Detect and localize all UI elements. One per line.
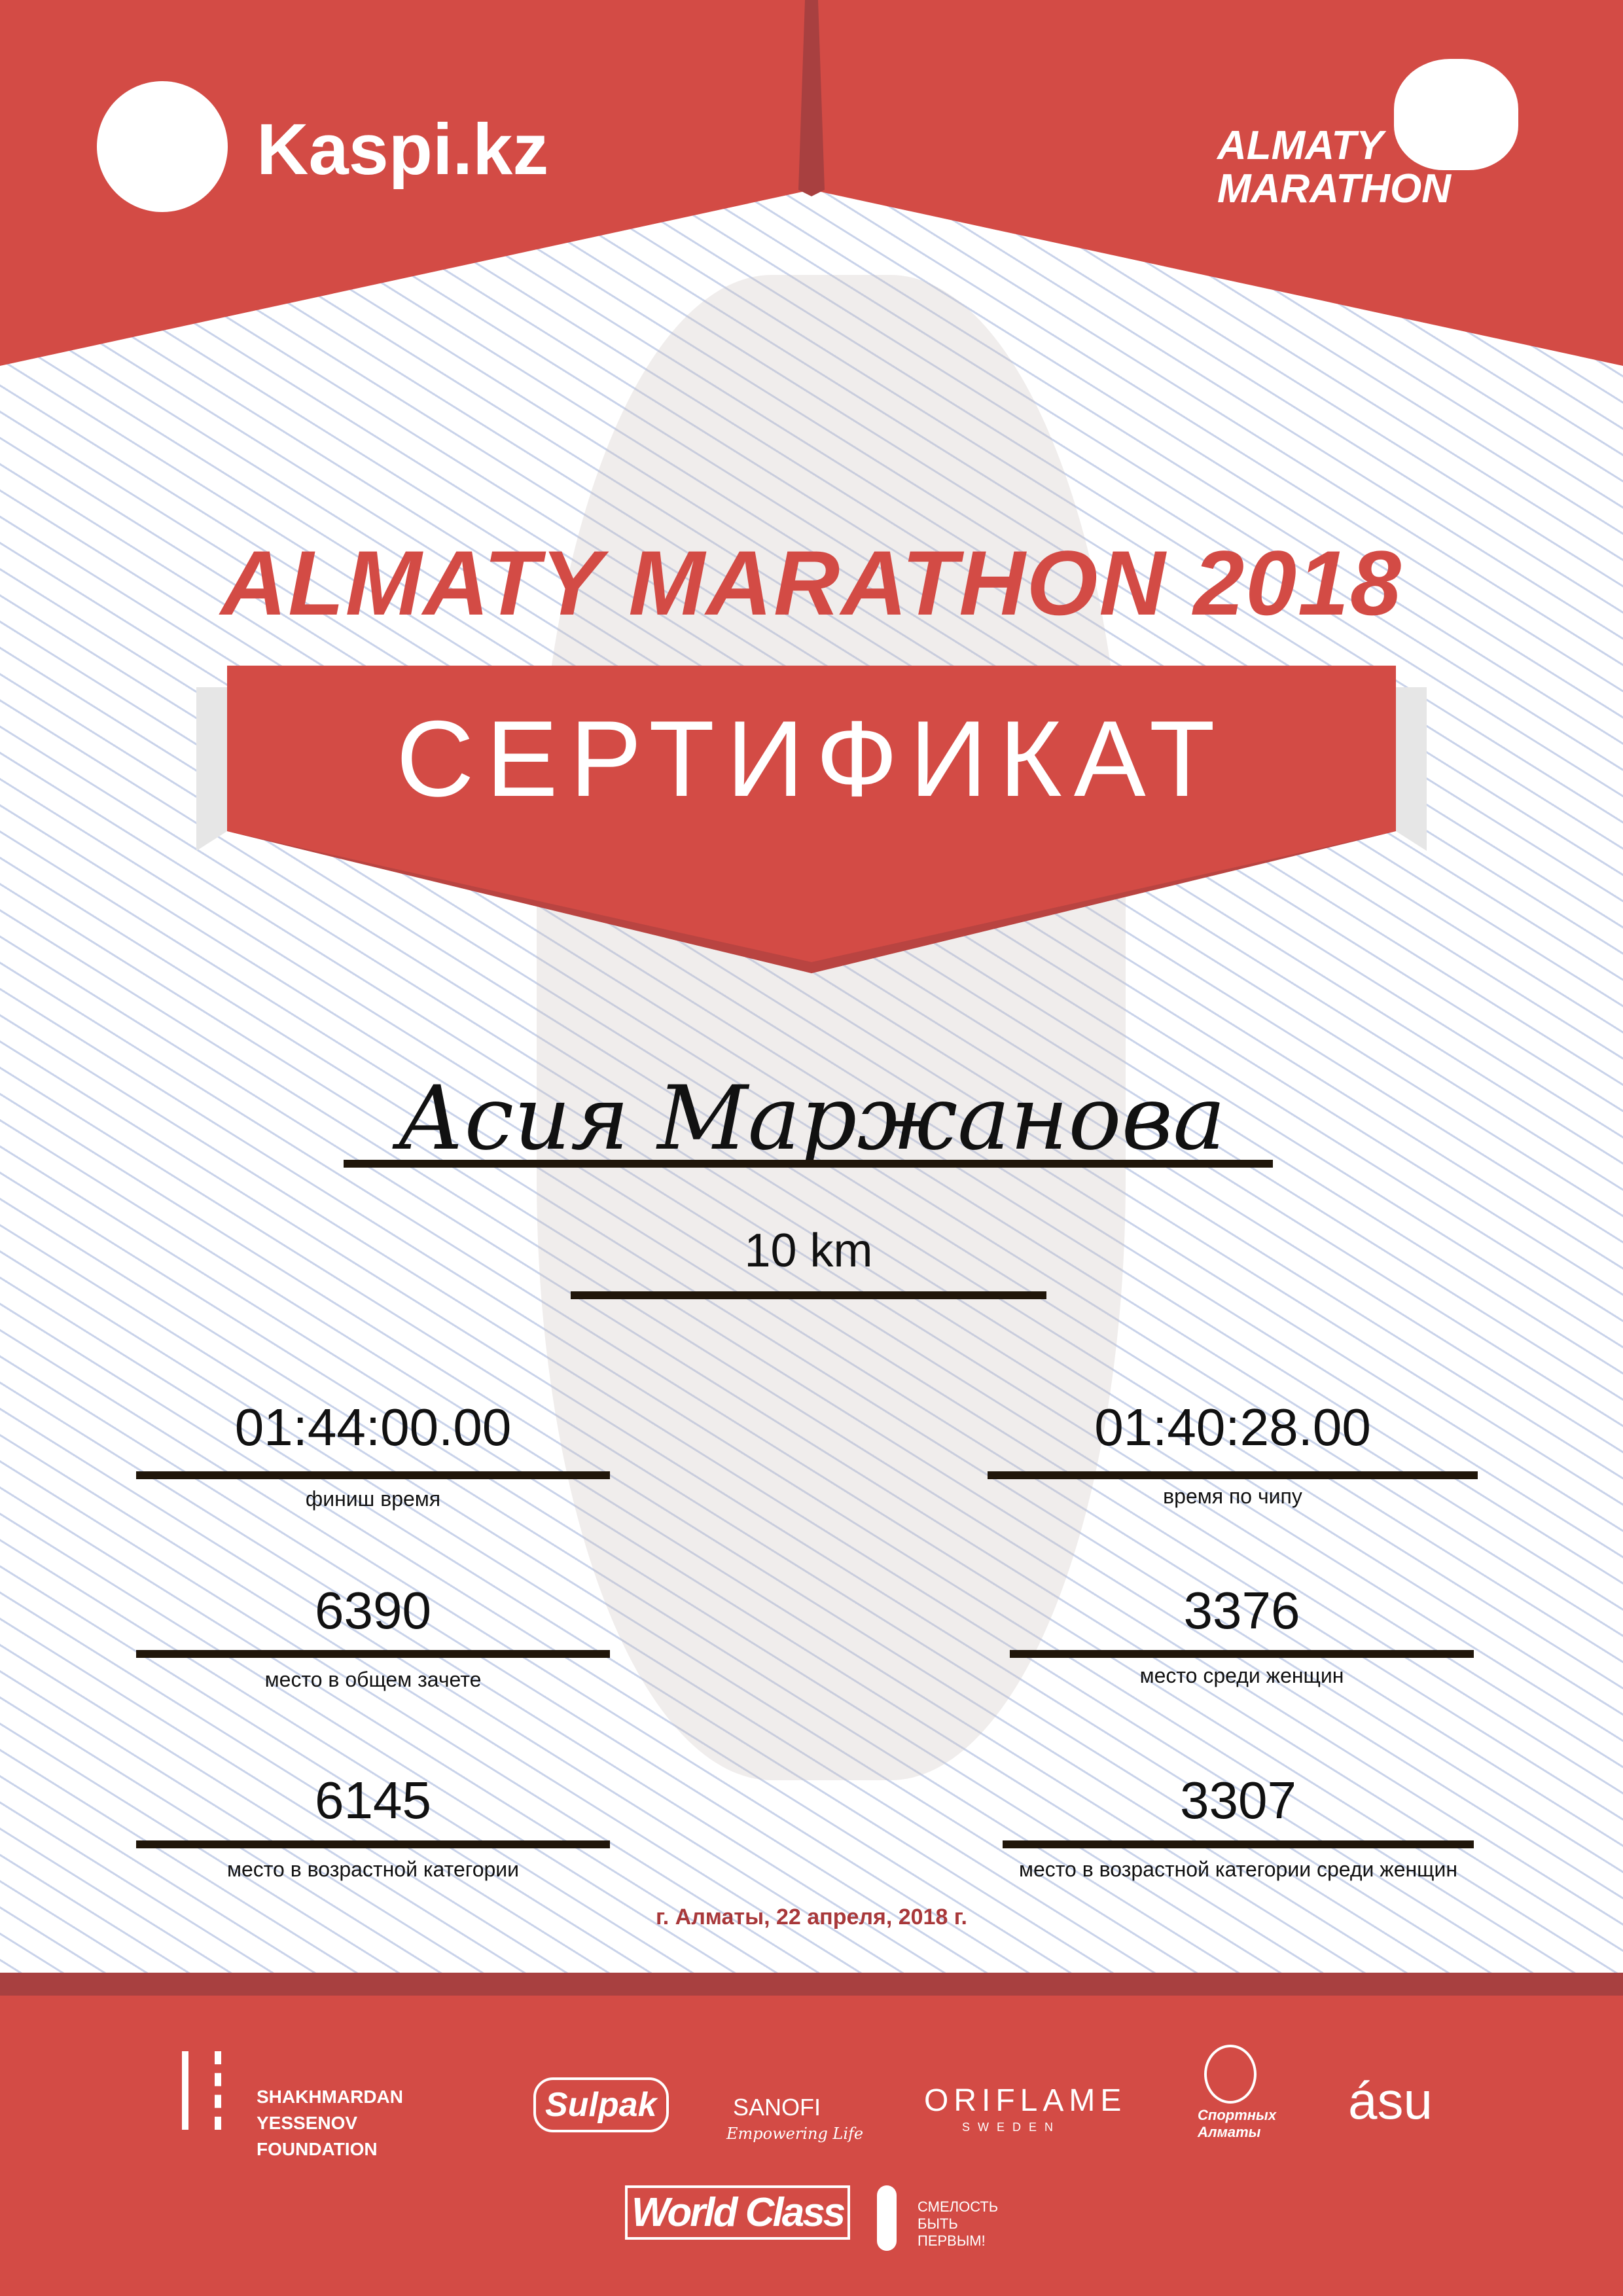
finish-time-label: финиш время (305, 1487, 441, 1511)
age-group-place-label: место в возрастной категории (226, 1857, 520, 1881)
header-banner (0, 0, 1623, 366)
runner-photo (537, 275, 1126, 1780)
women-place-label: место среди женщин (1139, 1664, 1344, 1687)
women-age-group-place-label: место в возрастной категории среди женщи… (1018, 1857, 1458, 1881)
certificate-ribbon (196, 666, 1427, 973)
sponsor-worldclass: World Class (625, 2185, 851, 2240)
sponsor-fund: СМЕЛОСТЬ БЫТЬ ПЕРВЫМ! (918, 2198, 999, 2249)
logo-line1: ALMATY (1217, 123, 1383, 168)
almaty-marathon-logo: ALMATY MARATHON (1217, 124, 1451, 211)
divider (988, 1471, 1478, 1479)
overall-place-label: место в общем зачете (264, 1668, 482, 1691)
chip-time: 01:40:28.00 (1094, 1398, 1371, 1456)
distance-underline (571, 1291, 1046, 1299)
sponsors-footer: SHAKHMARDAN YESSENOV FOUNDATION Sulpak S… (0, 1973, 1623, 2296)
logo-line2: MARATHON (1217, 166, 1452, 211)
women-age-group-place: 3307 (1180, 1771, 1296, 1829)
women-place: 3376 (1183, 1581, 1300, 1640)
divider (136, 1471, 610, 1479)
age-group-place: 6145 (315, 1771, 431, 1829)
overall-place: 6390 (315, 1581, 431, 1640)
kaspi-logo-text: Kaspi.kz (257, 109, 549, 190)
distance: 10 km (744, 1225, 873, 1277)
fund-figure-icon (877, 2185, 897, 2251)
participant-name: Асия Маржанова (397, 1067, 1226, 1170)
sponsor-sport-almaty: Спортных Алматы (1198, 2107, 1277, 2140)
sponsor-asu: ásu (1348, 2072, 1433, 2130)
footer-strip (0, 1973, 1623, 1996)
sponsor-sanofi: SANOFI (733, 2094, 821, 2121)
kaspi-logo-icon (97, 81, 228, 212)
divider (1003, 1840, 1474, 1848)
sponsor-yessenov: SHAKHMARDAN YESSENOV FOUNDATION (257, 2087, 403, 2159)
divider (136, 1840, 610, 1848)
finish-time: 01:44:00.00 (234, 1398, 512, 1456)
almaty-marathon-runner-icon (1394, 59, 1518, 170)
name-underline (344, 1160, 1273, 1168)
certificate-heading: СЕРТИФИКАТ (396, 698, 1227, 819)
sponsor-oriflame-sub: SWEDEN (962, 2121, 1061, 2134)
divider (1010, 1650, 1474, 1658)
sport-almaty-emblem-icon (1204, 2045, 1257, 2104)
event-title: ALMATY MARATHON 2018 (221, 531, 1402, 634)
sponsor-sulpak: Sulpak (533, 2077, 669, 2132)
yessenov-icon (182, 2051, 221, 2130)
sponsor-sanofi-tagline: Empowering Life (726, 2125, 864, 2143)
chip-time-label: время по чипу (1163, 1484, 1302, 1508)
sponsor-oriflame: ORIFLAME (924, 2083, 1127, 2118)
divider (136, 1650, 610, 1658)
date-location: г. Алматы, 22 апреля, 2018 г. (656, 1905, 967, 1929)
